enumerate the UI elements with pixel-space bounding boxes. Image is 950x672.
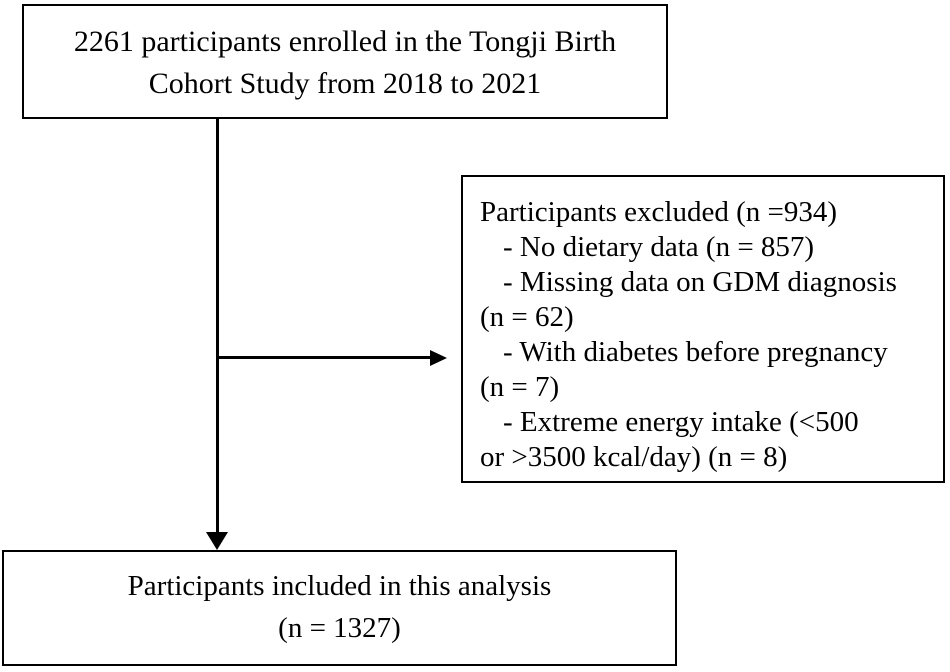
excluded-box-item-continuation: or >3500 kcal/day) (n = 8) (480, 441, 788, 473)
enrolled-box: 2261 participants enrolled in the Tongji… (22, 4, 668, 119)
vertical-connector-line (216, 119, 219, 537)
excluded-box-item: - Missing data on GDM diagnosis (503, 266, 897, 298)
excluded-box-title: Participants excluded (n =934) (480, 196, 838, 228)
arrowhead-right-icon (430, 350, 447, 366)
excluded-box-item: - Extreme energy intake (<500 (503, 406, 859, 438)
enrolled-box-line: 2261 participants enrolled in the Tongji… (73, 25, 617, 58)
excluded-box-item-continuation: (n = 62) (480, 301, 574, 333)
included-box-line: Participants included in this analysis (127, 570, 552, 602)
enrolled-box-line: Cohort Study from 2018 to 2021 (148, 67, 542, 100)
included-box: Participants included in this analysis (… (2, 550, 677, 666)
excluded-box: Participants excluded (n =934) - No diet… (461, 175, 945, 483)
horizontal-connector-line (218, 356, 431, 359)
included-box-line: (n = 1327) (278, 612, 401, 644)
arrowhead-down-icon (206, 532, 228, 550)
excluded-box-item-continuation: (n = 7) (480, 371, 560, 403)
excluded-box-item: - No dietary data (n = 857) (503, 231, 815, 263)
excluded-box-item: - With diabetes before pregnancy (503, 336, 888, 368)
